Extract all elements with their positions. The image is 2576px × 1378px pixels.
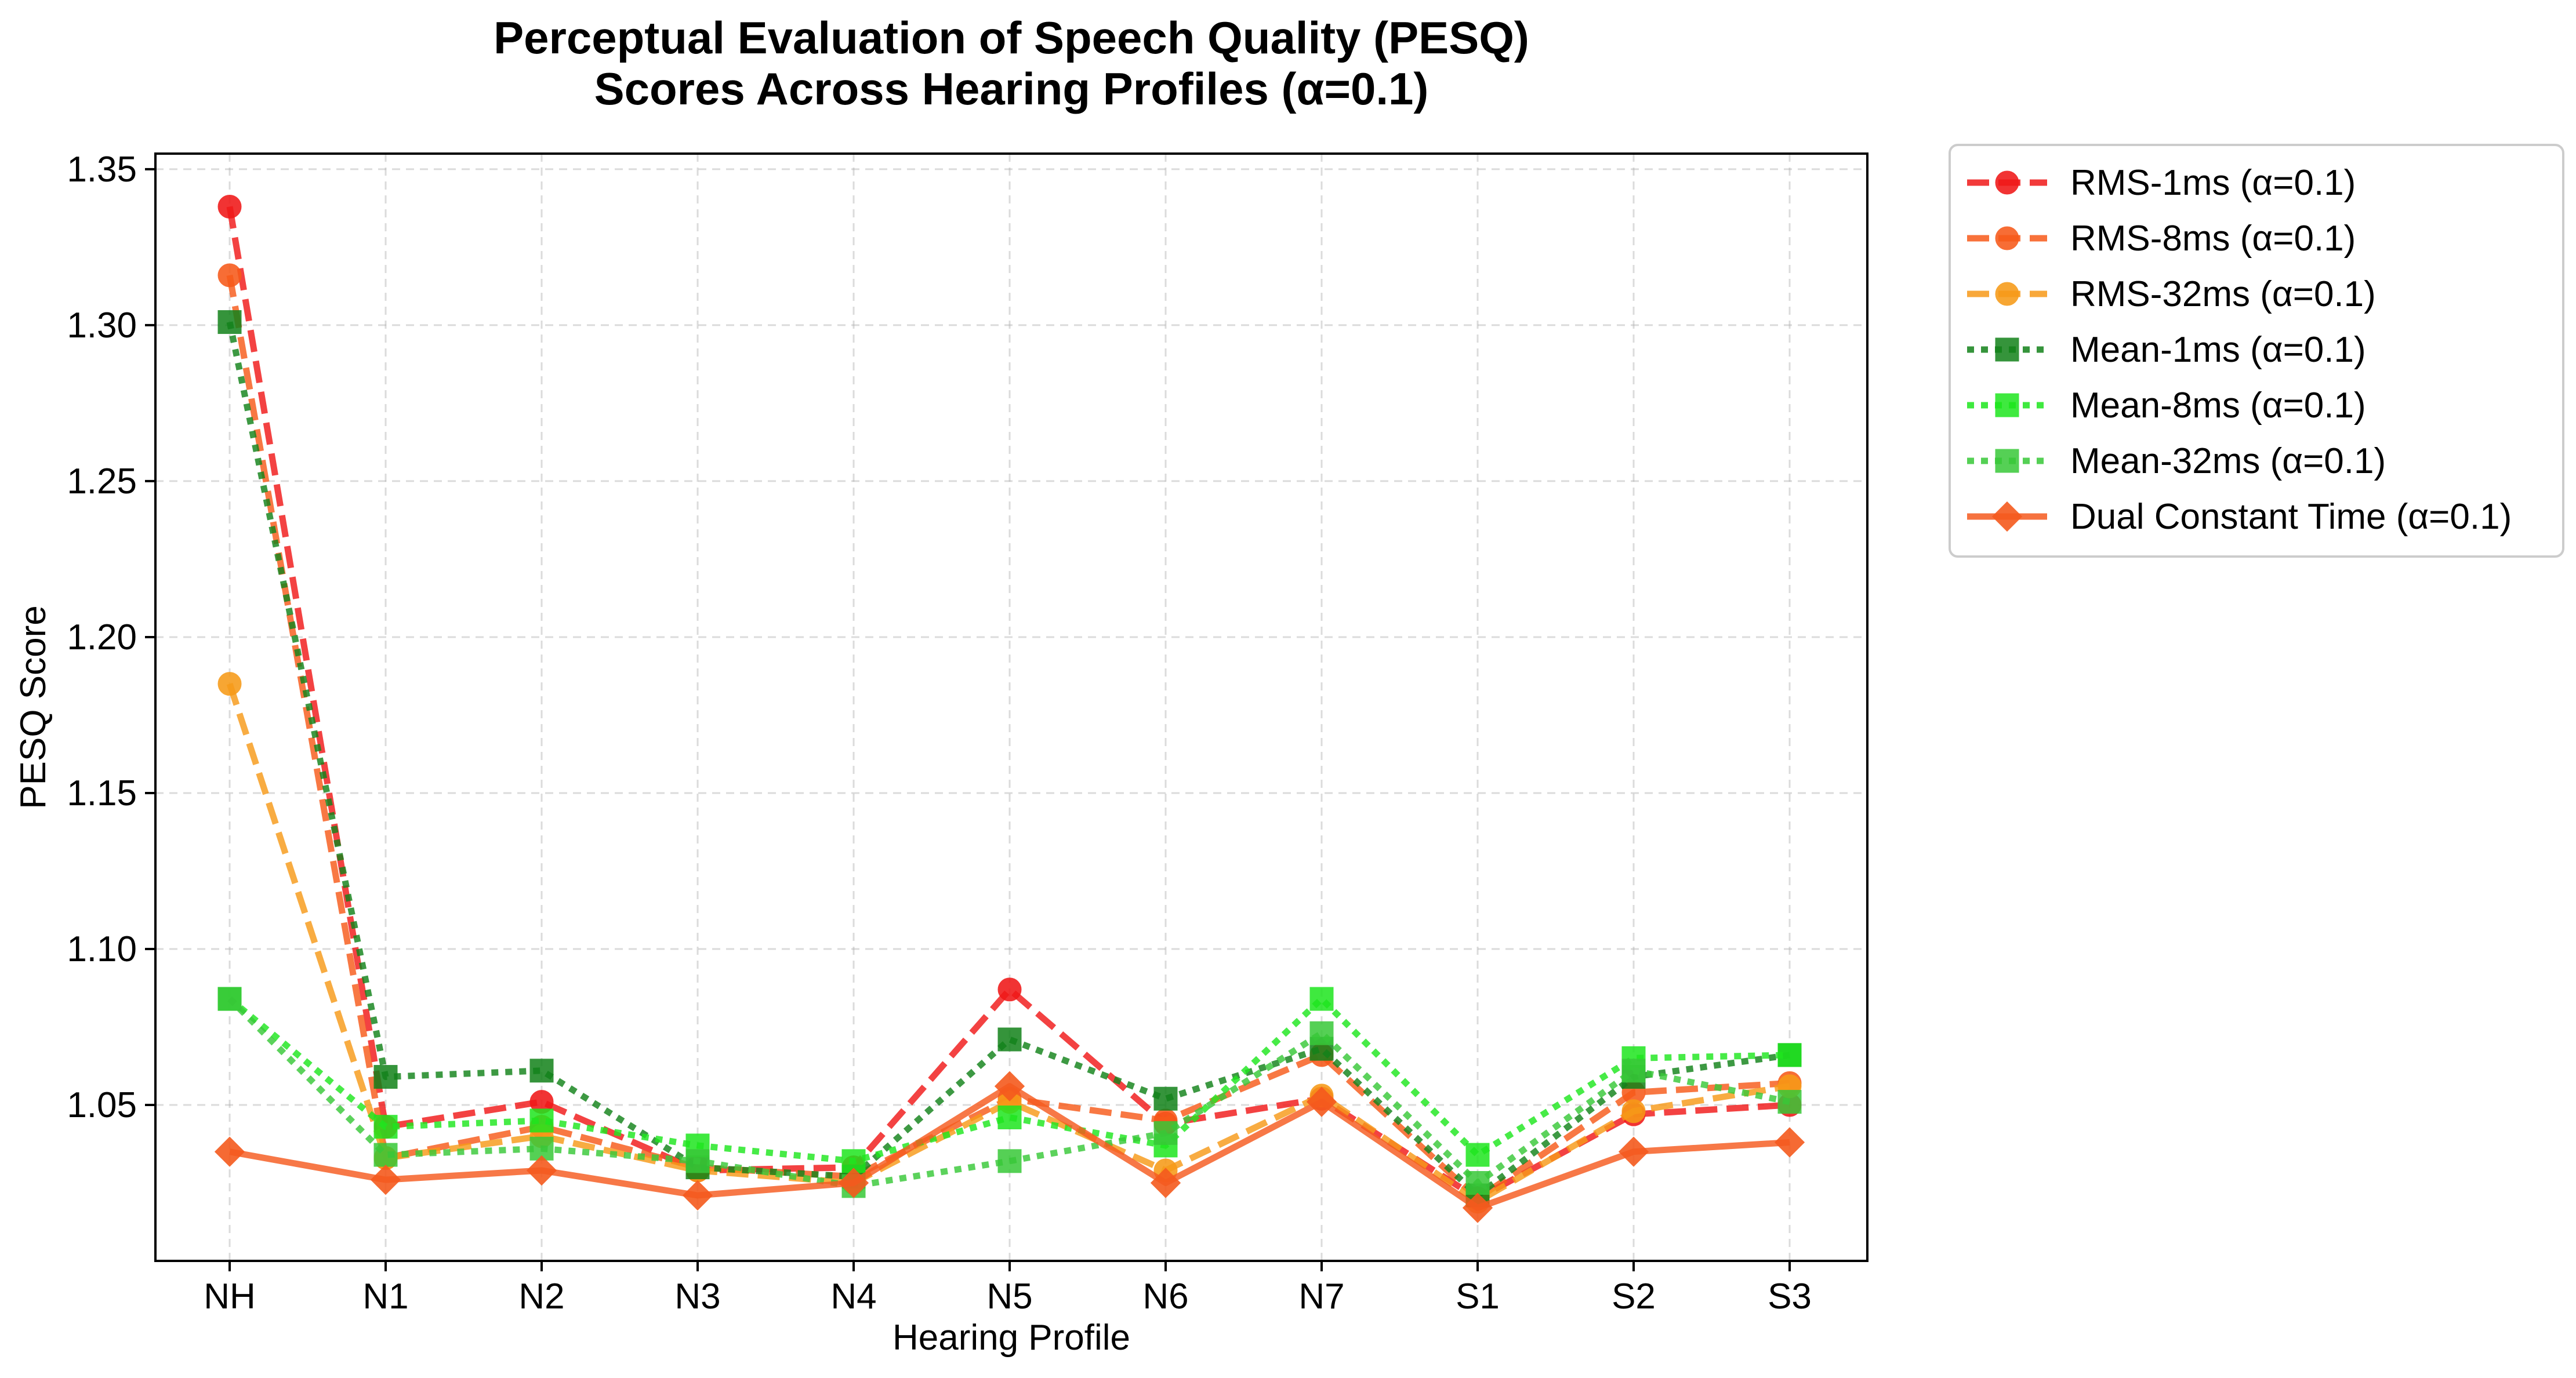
y-tick-label: 1.35 [67,150,137,190]
legend-item: Mean-32ms (α=0.1) [1967,441,2386,481]
y-tick-label: 1.05 [67,1085,137,1125]
chart-title-line-2: Scores Across Hearing Profiles (α=0.1) [594,63,1429,114]
legend-label: Mean-32ms (α=0.1) [2070,441,2386,481]
legend-marker [1995,337,2019,362]
series-group [214,1071,1805,1223]
data-point [217,194,242,219]
legend-marker [1995,170,2019,195]
x-tick-label: N7 [1298,1277,1344,1317]
legend-box [1949,144,2564,558]
data-point [997,1149,1022,1173]
data-point [529,1108,554,1133]
legend-item: RMS-8ms (α=0.1) [1967,219,2356,259]
legend-label: RMS-32ms (α=0.1) [2070,274,2376,314]
series-lines [214,194,1805,1223]
y-tick-label: 1.10 [67,929,137,969]
legend-item: Mean-1ms (α=0.1) [1967,330,2366,370]
data-point [214,1136,245,1167]
data-point [217,263,242,288]
data-point [370,1164,401,1195]
x-tick-label: N6 [1142,1277,1188,1317]
data-point [217,987,242,1011]
data-point [1306,1086,1337,1117]
x-axis-label: Hearing Profile [892,1318,1130,1358]
data-point [1777,1043,1802,1067]
data-point [1150,1168,1181,1198]
x-tick-label: NH [204,1277,256,1317]
x-tick-label: S2 [1612,1277,1656,1317]
data-point [1465,1170,1490,1195]
data-point [1618,1136,1649,1167]
legend-item: RMS-32ms (α=0.1) [1967,274,2376,314]
x-tick-label: N1 [362,1277,408,1317]
legend-label: RMS-1ms (α=0.1) [2070,163,2356,203]
legend-marker [1995,393,2019,417]
data-point [1309,1021,1334,1045]
data-point [1153,1086,1178,1111]
data-point [682,1180,713,1211]
data-point [373,1143,398,1167]
legend-marker [1995,282,2019,306]
legend-marker [1995,226,2019,250]
data-point [997,1106,1022,1130]
x-tick-label: N2 [518,1277,564,1317]
plot-frame [154,152,1868,1262]
y-tick-label: 1.25 [67,461,137,501]
legend-label: Mean-1ms (α=0.1) [2070,330,2366,370]
data-point [1621,1059,1646,1083]
data-point [1774,1127,1805,1158]
x-tick-label: N5 [986,1277,1032,1317]
data-point [994,1071,1025,1101]
data-point [685,1149,710,1173]
legend-label: RMS-8ms (α=0.1) [2070,219,2356,259]
series-group [217,987,1802,1198]
data-point [1153,1121,1178,1145]
data-point [217,310,242,334]
data-point [1462,1192,1493,1223]
data-point [1465,1143,1490,1167]
y-tick-label: 1.15 [67,773,137,813]
x-tick-label: N4 [830,1277,876,1317]
x-tick-label: S3 [1768,1277,1812,1317]
data-point [529,1059,554,1083]
data-point [373,1115,398,1139]
legend-item: Mean-8ms (α=0.1) [1967,386,2366,426]
legend-item: Dual Constant Time (α=0.1) [1967,497,2512,537]
chart-title-line-1: Perceptual Evaluation of Speech Quality … [494,12,1529,63]
data-point [373,1065,398,1089]
data-point [1309,987,1334,1011]
legend: RMS-1ms (α=0.1) RMS-8ms (α=0.1) RMS-32ms (… [1949,144,2564,558]
axes: NH N1 N2 N3 N4 N5 N6 N7 S1 S2 S3 1.05 1.10 1.15 1.20 1.… [67,150,1812,1317]
data-point [1621,1099,1646,1124]
data-point [1777,1090,1802,1114]
data-point [526,1155,557,1186]
legend-item: RMS-1ms (α=0.1) [1967,163,2356,203]
y-tick-label: 1.30 [67,306,137,346]
legend-label: Dual Constant Time (α=0.1) [2070,497,2512,537]
legend-marker [1995,449,2019,473]
legend-label: Mean-8ms (α=0.1) [2070,386,2366,426]
data-point [217,672,242,696]
y-axis-label: PESQ Score [13,605,53,809]
data-point [838,1168,869,1198]
y-tick-label: 1.20 [67,617,137,657]
data-point [997,977,1022,1002]
legend-marker [1991,501,2023,532]
x-tick-label: S1 [1456,1277,1500,1317]
data-point [997,1027,1022,1052]
x-tick-label: N3 [674,1277,720,1317]
